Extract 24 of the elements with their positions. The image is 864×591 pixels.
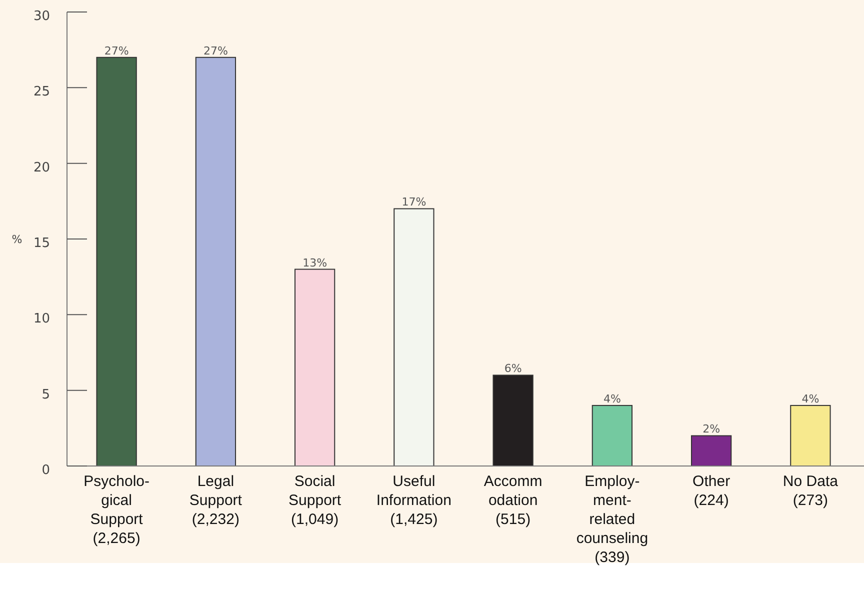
x-tick-label: Social Support (1,049) xyxy=(288,473,342,528)
x-tick-label: Accomm odation (515) xyxy=(484,473,542,528)
x-tick-label: Useful Information (1,425) xyxy=(376,473,452,528)
y-tick-label: 5 xyxy=(42,387,50,402)
x-tick-label: Psycholo- gical Support (2,265) xyxy=(84,473,150,547)
y-axis-title: % xyxy=(12,233,22,246)
y-tick-label: 0 xyxy=(42,463,50,478)
y-tick-label: 15 xyxy=(33,236,50,251)
data-label: 6% xyxy=(504,362,522,376)
x-tick-label: Employ- ment- related counseling (339) xyxy=(576,473,648,566)
data-label: 4% xyxy=(603,392,621,406)
y-tick-label: 30 xyxy=(33,9,50,24)
x-tick-label: Legal Support (2,232) xyxy=(189,473,243,528)
data-label: 2% xyxy=(702,422,720,436)
y-tick-label: 10 xyxy=(33,312,50,327)
data-label: 17% xyxy=(402,196,426,209)
y-tick-label: 20 xyxy=(33,160,50,176)
x-tick-label: Other (224) xyxy=(692,473,730,509)
data-label: 4% xyxy=(802,392,820,406)
y-tick-label: 25 xyxy=(33,84,50,100)
data-label: 27% xyxy=(203,44,228,58)
data-label: 13% xyxy=(302,256,328,270)
data-label: 27% xyxy=(104,44,129,58)
x-tick-label: No Data (273) xyxy=(782,473,839,509)
